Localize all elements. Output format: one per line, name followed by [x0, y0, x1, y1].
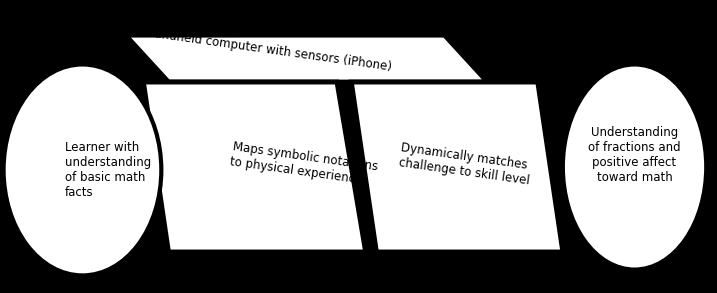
Polygon shape — [143, 82, 366, 252]
Text: Dynamically matches
challenge to skill level: Dynamically matches challenge to skill l… — [398, 141, 533, 187]
Polygon shape — [125, 35, 488, 82]
Ellipse shape — [563, 64, 706, 270]
Text: Maps symbolic notations
to physical experience: Maps symbolic notations to physical expe… — [229, 140, 379, 188]
Ellipse shape — [4, 64, 161, 275]
Polygon shape — [351, 82, 563, 252]
Text: Handheld computer with sensors (iPhone): Handheld computer with sensors (iPhone) — [145, 26, 393, 74]
Text: Learner with
understanding
of basic math
facts: Learner with understanding of basic math… — [65, 141, 151, 199]
Text: Understanding
of fractions and
positive affect
toward math: Understanding of fractions and positive … — [588, 126, 681, 184]
